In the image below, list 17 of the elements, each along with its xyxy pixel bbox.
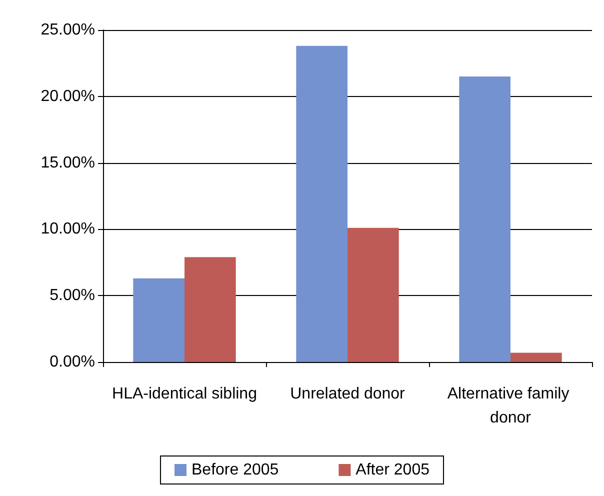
bar <box>184 257 236 362</box>
y-tick-label: 20.00% <box>40 88 95 105</box>
bar <box>133 278 184 362</box>
bar <box>296 46 348 362</box>
bar <box>459 76 510 362</box>
bar <box>348 228 399 362</box>
x-tick-label: Unrelated donor <box>290 386 406 402</box>
y-tick-label: 10.00% <box>40 220 95 238</box>
x-tick-label: Alternative family donor <box>447 386 574 426</box>
y-tick-label: 25.00% <box>40 22 95 38</box>
y-tick-label: 15.00% <box>40 154 95 172</box>
y-tick-label: 5.00% <box>50 287 95 304</box>
legend-label: Before 2005 <box>191 462 279 478</box>
legend-label: After 2005 <box>356 462 430 478</box>
bar <box>510 352 562 362</box>
y-tick-label: 0.00% <box>50 354 95 370</box>
x-tick-label: HLA-identical sibling <box>112 386 257 402</box>
